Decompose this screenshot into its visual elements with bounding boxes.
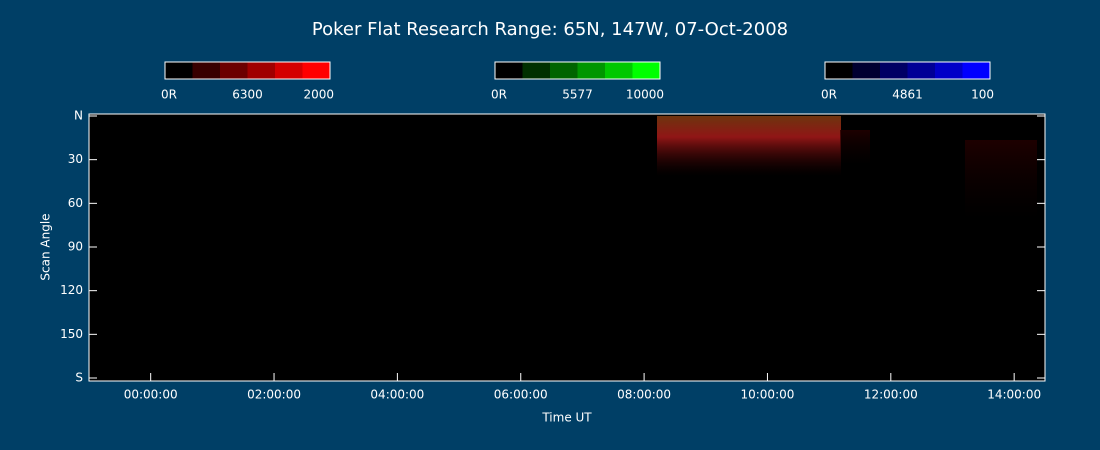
y-tick-label: 90: [68, 240, 83, 254]
x-axis-label: Time UT: [541, 411, 592, 425]
colorbar-max-label: 2000: [303, 88, 334, 102]
colorbar-min-label: 0R: [821, 88, 837, 102]
colorbar-min-label: 0R: [161, 88, 177, 102]
colorbar-step: [825, 62, 853, 79]
colorbar-step: [577, 62, 606, 79]
colorbar-step: [247, 62, 276, 79]
colorbar-step: [907, 62, 936, 79]
colorbar-step: [935, 62, 963, 79]
colorbar-max-label: 10000: [626, 88, 664, 102]
aurora-band: [657, 116, 841, 176]
colorbar-step: [302, 62, 331, 79]
colorbar-frame: [494, 61, 661, 80]
y-tick-label: 150: [60, 327, 83, 341]
y-tick-label: 60: [68, 196, 83, 210]
colorbar-wavelength: 4861: [892, 88, 923, 102]
y-tick-label: S: [75, 371, 83, 385]
x-tick-label: 02:00:00: [247, 388, 301, 402]
colorbar-frame: [824, 61, 991, 80]
x-tick-label: 04:00:00: [370, 388, 424, 402]
colorbar-step: [632, 62, 661, 79]
x-tick-label: 00:00:00: [124, 388, 178, 402]
colorbar-step: [880, 62, 908, 79]
colorbar-step: [550, 62, 578, 79]
aurora-band: [840, 130, 870, 165]
colorbar-step: [165, 62, 193, 79]
x-tick-label: 10:00:00: [740, 388, 794, 402]
colorbar-frame: [164, 61, 331, 80]
colorbar-step: [192, 62, 221, 79]
colorbar-step: [220, 62, 248, 79]
x-tick-label: 08:00:00: [617, 388, 671, 402]
plot-area: [89, 114, 1045, 381]
aurora-band: [965, 140, 1037, 220]
colorbar-step: [522, 62, 551, 79]
colorbar-max-label: 100: [971, 88, 994, 102]
y-tick-label: N: [74, 109, 83, 123]
colorbar-wavelength: 6300: [232, 88, 263, 102]
y-axis-label: Scan Angle: [39, 213, 53, 280]
colorbar-step: [275, 62, 303, 79]
y-tick-label: 30: [68, 152, 83, 166]
colorbar-step: [962, 62, 991, 79]
chart-title: Poker Flat Research Range: 65N, 147W, 07…: [312, 19, 788, 40]
colorbar-step: [605, 62, 633, 79]
colorbar-step: [852, 62, 881, 79]
colorbar-min-label: 0R: [491, 88, 507, 102]
y-tick-label: 120: [60, 283, 83, 297]
x-tick-label: 14:00:00: [987, 388, 1041, 402]
colorbar-step: [495, 62, 523, 79]
x-tick-label: 12:00:00: [864, 388, 918, 402]
colorbar-wavelength: 5577: [562, 88, 593, 102]
x-tick-label: 06:00:00: [494, 388, 548, 402]
